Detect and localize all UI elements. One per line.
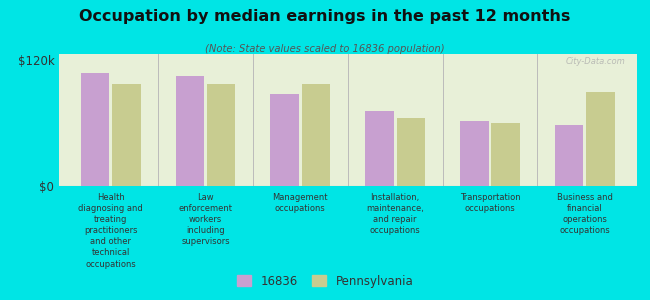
Bar	[112, 84, 140, 186]
Text: Occupation by median earnings in the past 12 months: Occupation by median earnings in the pas…	[79, 9, 571, 24]
Bar	[302, 84, 330, 186]
Bar	[207, 84, 235, 186]
Bar	[365, 111, 394, 186]
Bar	[270, 94, 299, 186]
Bar	[176, 76, 204, 186]
Bar	[586, 92, 615, 186]
Text: City-Data.com: City-Data.com	[566, 57, 625, 66]
Text: (Note: State values scaled to 16836 population): (Note: State values scaled to 16836 popu…	[205, 44, 445, 53]
Bar	[491, 123, 520, 186]
Bar	[555, 125, 584, 186]
Bar	[460, 121, 489, 186]
Bar	[81, 73, 109, 186]
Legend: 16836, Pennsylvania: 16836, Pennsylvania	[233, 271, 417, 291]
Bar	[396, 118, 425, 186]
